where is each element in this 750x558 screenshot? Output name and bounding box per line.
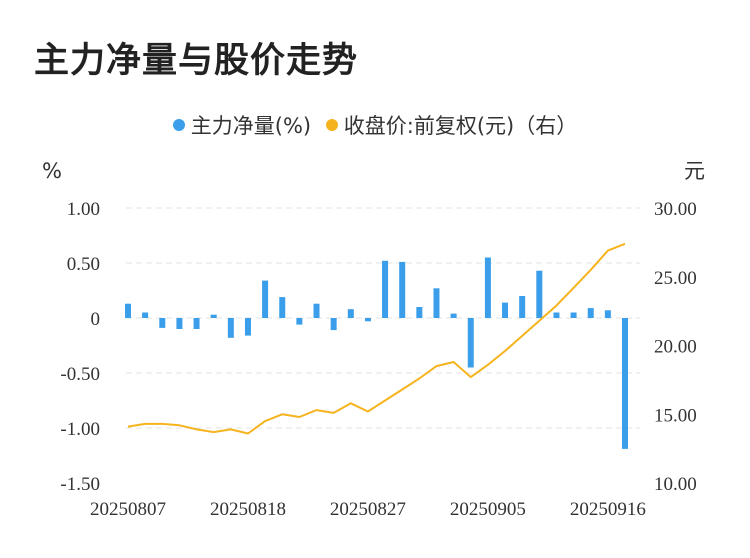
bar[interactable] [587,308,594,318]
bar[interactable] [364,318,371,322]
x-axis: 20250807 20250818 20250827 20250905 20250916 [90,499,646,520]
bar[interactable] [330,318,337,331]
bar[interactable] [553,312,560,319]
bar[interactable] [347,309,354,318]
bar[interactable] [467,318,474,368]
left-tick-label: -1.50 [60,474,100,495]
x-tick-label: 20250807 [90,499,166,520]
right-tick-label: 15.00 [654,405,697,426]
bar[interactable] [604,310,611,318]
left-axis: 1.00 0.50 0 -0.50 -1.00 -1.50 [60,199,100,495]
bar[interactable] [262,280,269,318]
x-tick-label: 20250905 [450,499,526,520]
right-tick-label: 10.00 [654,474,697,495]
bar[interactable] [536,270,543,318]
bar[interactable] [210,314,217,318]
left-tick-label: 1.00 [67,199,100,220]
bar[interactable] [176,318,183,329]
bar[interactable] [450,313,457,318]
bar[interactable] [502,302,509,318]
legend-item-price[interactable]: 收盘价:前复权(元)（右） [325,110,578,140]
x-tick-label: 20250827 [330,499,406,520]
price-line[interactable] [127,242,626,435]
legend-net-marker [172,119,185,131]
bar[interactable] [125,303,131,318]
right-axis-unit: 元 [684,159,705,183]
legend-price-marker [325,119,338,131]
legend-price-label: 收盘价:前复权(元)（右） [343,114,578,138]
chart-legend: 主力净量(%) 收盘价:前复权(元)（右） [0,110,750,140]
x-tick-label: 20250818 [210,499,286,520]
bar[interactable] [382,260,389,318]
bar[interactable] [296,318,303,325]
bar[interactable] [193,318,200,329]
bar[interactable] [622,318,628,449]
left-axis-unit: % [42,159,62,183]
bar[interactable] [399,261,406,318]
bar[interactable] [279,297,286,318]
bar[interactable] [484,257,491,319]
left-tick-label: -0.50 [60,364,100,385]
left-tick-label: -1.00 [60,419,100,440]
bar[interactable] [142,312,149,319]
bar[interactable] [244,318,251,336]
bar[interactable] [416,307,423,318]
right-tick-label: 20.00 [654,337,697,358]
bar[interactable] [519,296,526,318]
bar[interactable] [433,288,440,318]
bar[interactable] [227,318,234,338]
legend-item-net[interactable]: 主力净量(%) [172,110,312,140]
left-tick-label: 0.50 [67,254,100,275]
chart-title: 主力净量与股价走势 [34,41,359,81]
bar[interactable] [159,318,166,328]
left-tick-label: 0 [91,309,101,330]
bar[interactable] [570,312,577,319]
bar[interactable] [313,303,320,318]
x-tick-label: 20250916 [570,499,646,520]
bar-series [125,257,628,449]
right-tick-label: 30.00 [654,199,697,220]
legend-net-label: 主力净量(%) [190,114,312,138]
right-axis: 30.00 25.00 20.00 15.00 10.00 [654,199,697,495]
line-series [127,242,626,435]
right-tick-label: 25.00 [654,268,697,289]
